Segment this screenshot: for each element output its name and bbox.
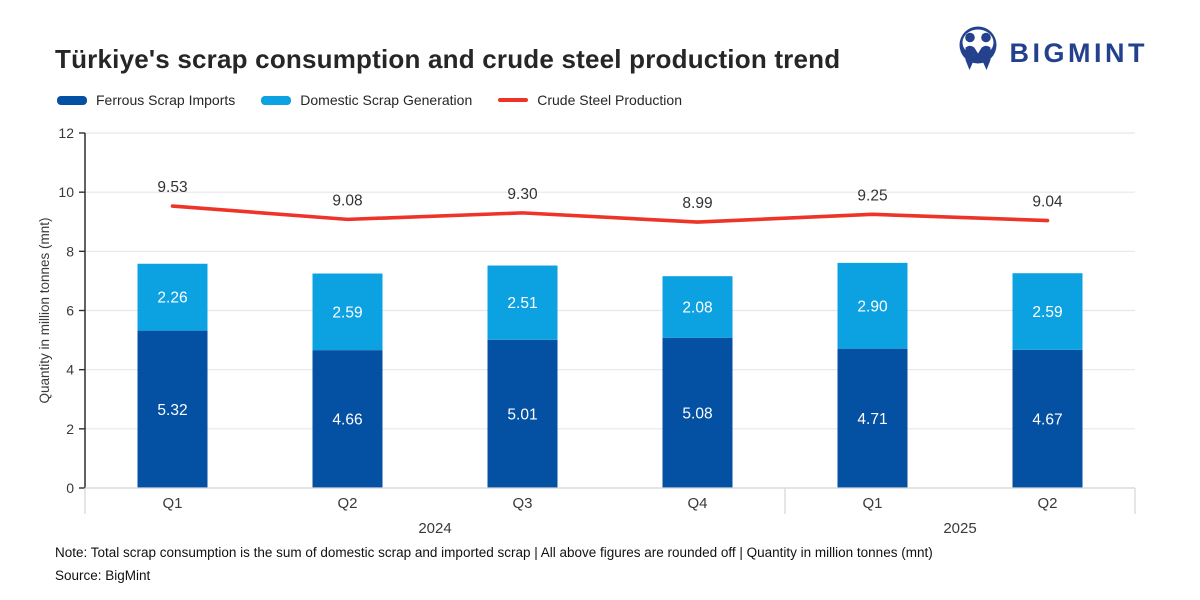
line-value-label: 9.25 (857, 187, 887, 204)
x-tick-label: Q4 (687, 495, 707, 512)
bar-segment (1012, 273, 1083, 350)
svg-text:0: 0 (66, 480, 74, 496)
bar-value-label: 5.01 (507, 406, 537, 423)
bar-segment (662, 276, 733, 338)
x-tick-label: Q3 (512, 495, 532, 512)
legend-swatch-light-blue (261, 95, 292, 105)
gridlines (85, 132, 1135, 489)
brand-name: BIGMINT (1009, 38, 1148, 68)
svg-text:4: 4 (66, 362, 74, 378)
svg-text:8: 8 (66, 243, 74, 259)
bar-segment (312, 273, 383, 351)
bar-value-label: 2.08 (682, 299, 712, 316)
y-axis-title: Quantity in million tonnes (mnt) (37, 217, 52, 403)
bar-segment (837, 348, 908, 488)
bar-value-label: 2.90 (857, 298, 888, 315)
chart-source: Source: BigMint (55, 568, 151, 583)
line-value-label: 9.30 (507, 186, 538, 203)
bar-segment (1012, 349, 1083, 488)
bar-value-label: 4.67 (1032, 411, 1062, 428)
bar-value-label: 2.51 (507, 295, 537, 312)
bar-value-label: 2.59 (332, 304, 362, 321)
x-tick-label: Q1 (862, 495, 882, 512)
x-axis: Q1 Q2 Q3 Q4 Q1 Q2 2024 2025 (84, 487, 1136, 537)
crude-steel-line (170, 204, 1050, 224)
line-value-labels: 9.53 9.08 9.30 8.99 9.25 9.04 (157, 179, 1063, 212)
legend-item-ferrous-scrap-imports: Ferrous Scrap Imports (57, 92, 235, 108)
legend-item-domestic-scrap-generation: Domestic Scrap Generation (261, 92, 472, 108)
brand-logo: BIGMINT (956, 26, 1149, 81)
bar-value-label: 2.26 (157, 290, 187, 307)
legend-item-crude-steel-production: Crude Steel Production (498, 92, 682, 108)
bar-value-label: 5.08 (682, 405, 712, 422)
legend-swatch-red-line (498, 98, 529, 102)
line-value-label: 9.04 (1032, 194, 1063, 211)
x-tick-label: Q2 (337, 495, 357, 512)
x-group-label: 2024 (418, 520, 451, 537)
stacked-bars: 5.32 2.26 4.66 2.59 5.01 2.51 5.08 2.08 4.71 2.90… (137, 262, 1083, 488)
line-value-label: 9.53 (157, 179, 187, 196)
legend-label: Crude Steel Production (537, 92, 682, 108)
bar-segment (837, 262, 908, 349)
svg-text:2: 2 (66, 421, 74, 437)
bar-segment (662, 337, 733, 488)
bar-value-label: 4.71 (857, 411, 887, 428)
svg-text:10: 10 (58, 184, 74, 200)
combo-chart: 0 2 4 6 8 10 12 Quantity in million tonnes (mnt… (0, 125, 1200, 545)
legend-label: Ferrous Scrap Imports (96, 92, 236, 108)
page-title: Türkiye's scrap consumption and crude st… (55, 44, 841, 74)
bar-value-label: 5.32 (157, 402, 187, 419)
bar-value-label: 4.66 (332, 412, 362, 429)
chart-note: Note: Total scrap consumption is the sum… (55, 545, 933, 560)
legend-swatch-dark-blue (57, 95, 87, 105)
y-axis-ticks: 0 2 4 6 8 10 12 (58, 125, 85, 496)
bar-value-label: 2.59 (1032, 304, 1062, 321)
line-value-label: 9.08 (332, 192, 362, 209)
bigmint-logo-icon (956, 26, 1000, 81)
bar-segment (487, 265, 558, 340)
x-group-label: 2025 (943, 520, 976, 537)
line-value-label: 8.99 (682, 195, 712, 212)
svg-text:12: 12 (58, 125, 74, 141)
chart-legend: Ferrous Scrap Imports Domestic Scrap Gen… (57, 92, 682, 108)
x-tick-label: Q2 (1037, 495, 1057, 512)
bar-segment (137, 330, 208, 488)
bar-segment (137, 263, 208, 331)
legend-label: Domestic Scrap Generation (300, 92, 473, 108)
x-tick-label: Q1 (162, 495, 182, 512)
bar-segment (487, 339, 558, 488)
svg-text:6: 6 (66, 303, 74, 319)
bar-segment (312, 350, 383, 488)
